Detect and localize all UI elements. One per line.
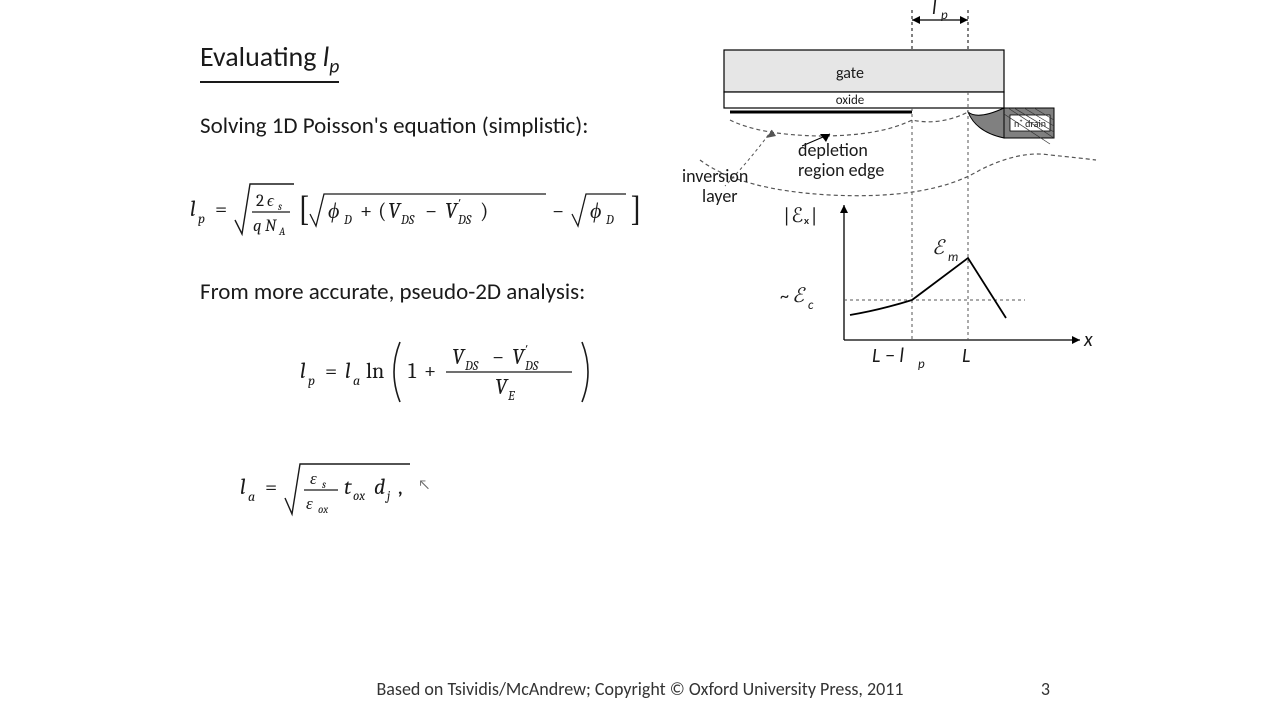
eq1-rparen: ) bbox=[480, 198, 488, 224]
eq1-den-sub: A bbox=[278, 225, 286, 238]
gate-label: gate bbox=[836, 64, 864, 83]
eq1-den-N: N bbox=[265, 217, 277, 236]
eq2-V1: V bbox=[452, 344, 466, 370]
slide-title: Evaluating lp bbox=[200, 40, 339, 83]
eq1-V2-prime: ′ bbox=[458, 197, 461, 212]
eq3-lhs-l: l bbox=[240, 474, 246, 500]
depletion-label-2: region edge bbox=[798, 159, 884, 181]
gate-rect bbox=[724, 50, 1004, 92]
eq2-lhs-l: l bbox=[300, 358, 306, 384]
Em-label: ℰ bbox=[932, 236, 946, 260]
eq2-V2-prime: ′ bbox=[525, 343, 528, 358]
eq2-rparen bbox=[582, 342, 588, 402]
drain-curve bbox=[968, 108, 1004, 138]
body-line-1: Solving 1D Poisson's equation (simplisti… bbox=[200, 112, 588, 140]
body-line-2: From more accurate, pseudo-2D analysis: bbox=[200, 278, 585, 306]
eq2-la-l: l bbox=[345, 358, 351, 384]
eq2-VE-sub: E bbox=[507, 389, 515, 404]
tick2: L bbox=[962, 344, 970, 368]
eq1-V1: V bbox=[388, 198, 402, 224]
eq3-d: d bbox=[374, 474, 385, 500]
eq3-equals: = bbox=[265, 474, 277, 500]
eq3-lhs-a: a bbox=[248, 488, 255, 505]
eq1-lbracket: [ bbox=[298, 189, 310, 229]
eq2-lparen bbox=[394, 342, 400, 402]
eq1-V1-sub: DS bbox=[400, 213, 415, 228]
equation-3: l a = ε s ε ox t ox d j , bbox=[240, 452, 440, 524]
mosfet-diagram: l p gate oxide n⁺ drain bbox=[680, 0, 1100, 380]
slide: Evaluating lp Solving 1D Poisson's equat… bbox=[0, 0, 1280, 720]
eq1-V2: V bbox=[445, 198, 459, 224]
Ec-sub: c bbox=[808, 298, 814, 313]
cursor-icon: ↖ bbox=[418, 476, 430, 493]
eq2-one: 1 bbox=[408, 358, 417, 384]
tick1-a: L − l bbox=[872, 344, 904, 368]
equation-2: l p = l a ln 1 + V DS − V ′ DS V E bbox=[300, 332, 620, 407]
eq1-lhs-l: l bbox=[190, 196, 196, 222]
eq2-ln: ln bbox=[366, 358, 384, 384]
eq2-VE: V bbox=[495, 374, 509, 400]
eq3-eps-ox-sub: ox bbox=[318, 503, 328, 516]
eq1-equals: = bbox=[215, 196, 227, 222]
efield-curve bbox=[850, 258, 1006, 318]
eq3-eps-s-sub: s bbox=[322, 478, 326, 491]
eq2-V1-sub: DS bbox=[464, 359, 479, 374]
eq1-lparen: ( bbox=[378, 198, 386, 224]
inversion-label-1: inversion bbox=[682, 165, 748, 187]
eq2-equals: = bbox=[325, 358, 337, 384]
eq1-den-q: q bbox=[253, 217, 262, 236]
tick1-sub: p bbox=[918, 357, 925, 372]
eq1-rbracket: ] bbox=[630, 189, 642, 229]
eq3-t: t bbox=[344, 474, 352, 500]
eq1-phi1-sub: D bbox=[343, 213, 352, 228]
depletion-upper bbox=[730, 112, 968, 136]
eq2-la-a: a bbox=[353, 372, 360, 389]
eq1-phi2: ϕ bbox=[590, 198, 601, 224]
lp-label-l: l bbox=[932, 0, 937, 20]
lp-dimension: l p bbox=[912, 0, 968, 50]
x-axis-label: x bbox=[1083, 328, 1093, 352]
footer-text: Based on Tsividis/McAndrew; Copyright © … bbox=[0, 678, 1280, 700]
eq3-eps-ox: ε bbox=[306, 495, 313, 514]
eq3-t-sub: ox bbox=[353, 489, 365, 504]
eq1-num-eps: ϵ bbox=[267, 192, 275, 211]
Ec-prefix: ~ bbox=[780, 285, 789, 307]
eq2-plus: + bbox=[424, 358, 436, 384]
eq3-comma: , bbox=[398, 474, 403, 500]
title-sub: p bbox=[329, 55, 339, 79]
eq1-phi2-sub: D bbox=[605, 213, 614, 228]
eq1-lhs-p: p bbox=[198, 210, 205, 227]
eq1-num-sub: s bbox=[278, 200, 282, 213]
eq2-lhs-p: p bbox=[308, 372, 315, 389]
x-axis-arrow bbox=[1072, 336, 1080, 344]
page-number: 3 bbox=[1041, 678, 1050, 700]
eq3-eps-s: ε bbox=[310, 470, 317, 489]
oxide-label: oxide bbox=[836, 93, 865, 108]
Ec-label: ℰ bbox=[792, 284, 806, 308]
eq2-V2: V bbox=[512, 344, 526, 370]
eq1-V2-sub: DS bbox=[457, 213, 472, 228]
inversion-label-2: layer bbox=[702, 185, 738, 207]
Em-sub: m bbox=[948, 250, 958, 265]
depletion-label-1: depletion bbox=[798, 139, 868, 161]
title-prefix: Evaluating bbox=[200, 39, 323, 74]
eq3-d-sub: j bbox=[385, 489, 390, 504]
y-axis-arrow bbox=[840, 205, 848, 213]
depletion-lower bbox=[700, 154, 1096, 196]
eq1-num-2: 2 bbox=[256, 192, 264, 211]
eq2-minus: − bbox=[492, 344, 504, 370]
lp-label-p: p bbox=[941, 8, 948, 23]
equation-1: l p = 2 ϵ s q N A [ ϕ D + ( V DS − bbox=[190, 170, 660, 245]
y-axis-label: |ℰₓ| bbox=[782, 204, 819, 228]
eq1-minus2: − bbox=[552, 198, 564, 224]
eq2-V2-sub: DS bbox=[524, 359, 539, 374]
eq1-phi1: ϕ bbox=[328, 198, 339, 224]
eq1-minus1: − bbox=[425, 198, 437, 224]
eq1-plus: + bbox=[360, 198, 372, 224]
